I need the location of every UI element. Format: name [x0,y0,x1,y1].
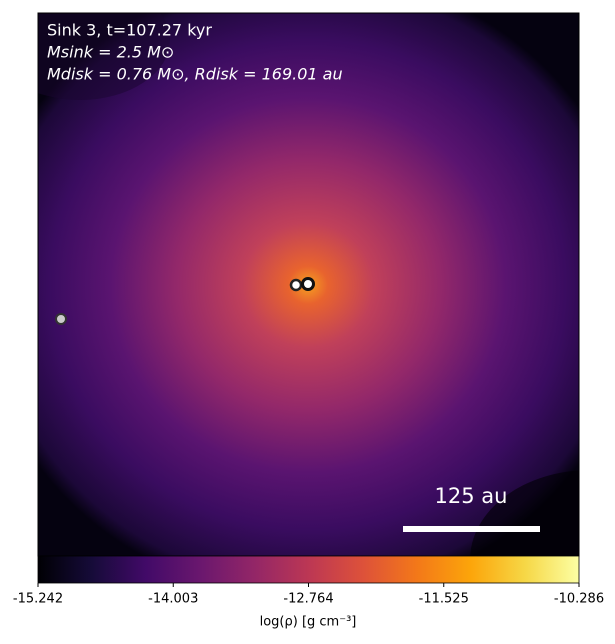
scale-bar-label: 125 au [435,484,508,508]
sink [301,277,315,291]
annotation: Sink 3, t=107.27 kyr [47,21,212,40]
colorbar-scale [37,555,580,584]
annotation: Mdisk = 0.76 M⊙, Rdisk = 169.01 au [47,65,343,84]
scale-bar [403,526,540,532]
tick-label: -15.242 [13,592,63,607]
sink [55,313,67,325]
sink [289,278,303,292]
tick-label: -12.764 [283,592,333,607]
tick-label: -11.525 [419,592,469,607]
annotation: Msink = 2.5 M⊙ [47,43,174,62]
colorbar-label: log(ρ) [g cm⁻³] [260,615,357,630]
tick-label: -14.003 [148,592,198,607]
tick-label: -10.286 [554,592,604,607]
